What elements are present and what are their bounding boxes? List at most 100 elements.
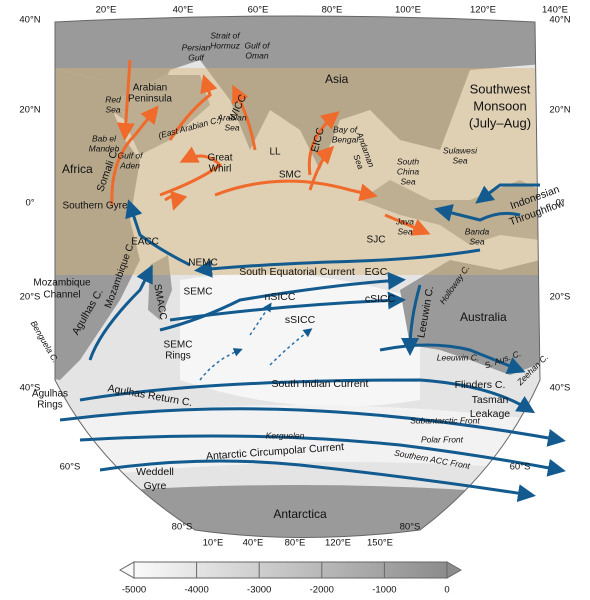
lon-label: 150°E — [367, 538, 393, 549]
current-label: Weddell — [136, 466, 174, 478]
lat-label: 40°N — [19, 15, 40, 26]
sea-label: Sea — [397, 226, 412, 236]
lon-label: 10°E — [203, 538, 224, 549]
region-label: Channel — [43, 290, 80, 301]
lat-label: 0° — [555, 198, 564, 209]
monsoon-label: Southwest Monsoon (July–Aug) — [469, 81, 531, 130]
lon-label: 80°E — [322, 5, 343, 16]
cool-currents — [59, 183, 566, 503]
sea-label: Sea — [469, 236, 484, 246]
sea-label: Java — [395, 216, 414, 226]
current-label: sSICC — [285, 314, 316, 326]
region-label: Great — [207, 153, 232, 164]
lon-label: 100°E — [395, 5, 421, 16]
sea-label: Sea — [400, 176, 415, 186]
colorbar-label: -1000 — [372, 585, 396, 596]
current-label: Rings — [37, 400, 63, 411]
colorbar-label: 0 — [444, 585, 449, 596]
current-label: Agulhas — [32, 389, 68, 400]
monsoon-text: Monsoon — [473, 98, 526, 113]
region-label: Antarctica — [273, 507, 327, 521]
lon-label: 140°E — [542, 5, 568, 16]
current-label: South Indian Current — [272, 378, 369, 390]
colorbar-label: -3000 — [247, 585, 271, 596]
sea-label: Persian — [182, 42, 211, 52]
sea-label: Red — [105, 94, 121, 104]
lat-label: 40°S — [20, 383, 41, 394]
sea-label: Arabian — [216, 112, 247, 122]
sea-label: Bengal — [332, 134, 360, 144]
lat-label: 60°S — [60, 462, 81, 473]
lon-label: 40°E — [173, 5, 194, 16]
sea-label: Sea — [351, 153, 366, 171]
sea-label: Sulawesi — [443, 145, 478, 155]
current-label: Gyre — [144, 480, 167, 492]
region-label: Arabian — [133, 83, 167, 94]
sea-label: Strait of — [210, 30, 241, 40]
sea-label: Gulf of — [117, 150, 144, 160]
current-label: NEMC — [188, 258, 217, 269]
current-label: Tasman — [472, 394, 509, 406]
monsoon-text: (July–Aug) — [469, 115, 531, 130]
current-label: Flinders C. — [455, 379, 506, 391]
lat-label: 20°N — [19, 105, 40, 116]
sea-label: Hormuz — [210, 40, 241, 50]
sea-label: Aden — [119, 160, 140, 170]
lat-label: 80°S — [400, 522, 421, 533]
current-label: SJC — [367, 235, 386, 246]
colorbar-label: -4000 — [184, 585, 208, 596]
current-label: EACC — [131, 237, 159, 248]
map-area — [55, 16, 540, 538]
current-label: South Equatorial Current — [239, 266, 355, 278]
lon-label: 120°E — [325, 538, 351, 549]
current-label: SMC — [279, 170, 301, 181]
sea-label: Gulf of — [244, 40, 271, 50]
map-outline — [54, 15, 541, 538]
warm-currents — [110, 59, 431, 236]
lat-label: 40°S — [550, 383, 571, 394]
current-label: SEMC — [184, 287, 213, 298]
lat-label: 20°N — [549, 105, 570, 116]
lat-label: 20°S — [20, 292, 41, 303]
region-label: Peninsula — [128, 94, 172, 105]
region-label: Africa — [62, 162, 93, 176]
colorbar: -5000 -4000 -3000 -2000 -1000 0 — [118, 561, 463, 596]
current-label: Leeuwin C. — [437, 352, 480, 362]
sea-label: Sea — [224, 122, 239, 132]
grid-labels: 20°E 40°E 60°E 80°E 100°E 120°E 140°E 40… — [19, 5, 570, 549]
monsoon-text: Southwest — [470, 81, 531, 96]
colorbar-label: -2000 — [310, 585, 334, 596]
region-label: Mozambique — [33, 278, 91, 289]
current-label: cSICC — [365, 293, 396, 305]
current-label: Rings — [165, 351, 191, 362]
lon-label: 80°E — [285, 538, 306, 549]
sea-label: China — [397, 166, 419, 176]
current-label: nSICC — [265, 291, 296, 303]
lon-label: 40°E — [243, 538, 264, 549]
sea-label: Sea — [452, 155, 467, 165]
region-label: Kerguelen — [266, 430, 305, 440]
current-label: EGC — [365, 266, 388, 278]
current-label: Leakage — [470, 408, 510, 420]
sea-label: Oman — [245, 50, 268, 60]
lon-label: 60°E — [248, 5, 269, 16]
region-label: Whirl — [209, 164, 232, 175]
lat-label: 80°S — [172, 522, 193, 533]
sea-label: Bab el — [92, 133, 117, 143]
current-label: LL — [269, 147, 281, 158]
sea-label: Gulf — [188, 52, 205, 62]
region-labels: Asia Africa Australia Antarctica Arabian… — [33, 30, 507, 521]
region-label: Southern Gyre — [62, 201, 127, 212]
lon-label: 120°E — [470, 5, 496, 16]
current-label: Subantarctic Front — [410, 415, 480, 425]
sea-label: Sea — [105, 104, 120, 114]
region-label: Asia — [325, 72, 349, 86]
lat-label: 20°S — [550, 292, 571, 303]
sea-label: Bay of — [333, 124, 359, 134]
current-label: SEMC — [164, 340, 193, 351]
sea-label: South — [397, 156, 419, 166]
lat-label: 60°S — [510, 462, 531, 473]
sea-label: Mandeb — [89, 143, 120, 153]
lat-label: 0° — [25, 198, 34, 209]
